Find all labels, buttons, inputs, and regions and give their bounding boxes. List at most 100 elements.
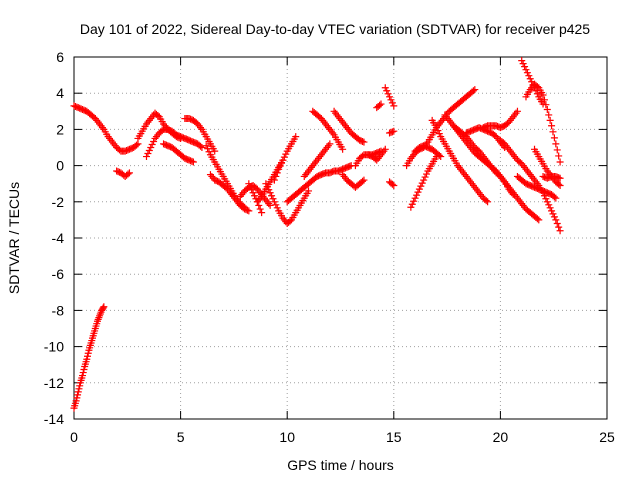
data-point: [377, 100, 385, 108]
data-points: [70, 57, 564, 412]
data-point-interp: [188, 157, 196, 165]
data-point: [411, 194, 419, 202]
data-point-interp: [273, 204, 281, 212]
axis-ticks: [73, 56, 608, 420]
y-tick-label: -6: [52, 266, 65, 282]
data-point-interp: [388, 128, 396, 136]
y-tick-label: 2: [56, 121, 64, 137]
data-point-interp: [523, 69, 531, 77]
data-point: [556, 158, 564, 166]
x-tick-label: 20: [493, 429, 509, 445]
data-point: [83, 355, 91, 363]
data-point-interp: [387, 96, 395, 104]
data-point-interp: [76, 382, 84, 390]
data-point-interp: [435, 151, 443, 159]
data-point: [100, 303, 108, 311]
data-point-interp: [124, 170, 132, 178]
data-point: [543, 198, 551, 206]
data-point: [390, 127, 398, 135]
data-point: [245, 207, 253, 215]
y-tick-label: -14: [44, 411, 64, 427]
data-point-interp: [273, 169, 281, 177]
data-point-interp: [248, 186, 256, 194]
data-point: [249, 189, 257, 197]
data-point-interp: [256, 205, 264, 213]
x-tick-label: 10: [279, 429, 295, 445]
data-point: [386, 93, 394, 101]
data-point: [262, 180, 270, 188]
data-point-interp: [542, 101, 550, 109]
data-point-interp: [414, 188, 422, 196]
y-tick-label: -8: [52, 302, 65, 318]
data-point: [420, 176, 428, 184]
data-point: [211, 147, 219, 155]
chart-title: Day 101 of 2022, Sidereal Day-to-day VTE…: [80, 21, 590, 37]
data-point: [292, 133, 300, 141]
data-point-interp: [74, 391, 82, 399]
x-tick-label: 5: [177, 429, 185, 445]
data-point: [258, 209, 266, 217]
data-point: [548, 207, 556, 215]
data-point-interp: [272, 172, 280, 180]
y-tick-labels: -14 -12 -10 -8 -6 -4 -2 0 2 4 6: [44, 49, 64, 427]
data-point: [415, 185, 423, 193]
data-point: [72, 397, 80, 405]
x-tick-label: 25: [599, 429, 615, 445]
data-point-interp: [422, 170, 430, 178]
data-point-interp: [196, 142, 204, 150]
data-point: [253, 198, 261, 206]
data-point: [360, 138, 368, 146]
y-tick-label: -10: [44, 339, 64, 355]
data-point-interp: [133, 141, 141, 149]
data-point: [556, 227, 564, 235]
data-point-interp: [276, 162, 284, 170]
data-point-interp: [272, 201, 280, 209]
data-point-interp: [280, 153, 288, 161]
data-point: [407, 203, 415, 211]
data-point-interp: [80, 366, 88, 374]
data-point-interp: [99, 304, 107, 312]
data-point-interp: [282, 150, 290, 158]
data-point-interp: [246, 183, 254, 191]
y-axis-title: SDTVAR / TECUs: [6, 182, 22, 294]
y-tick-label: -12: [44, 375, 64, 391]
data-point-interp: [533, 83, 541, 91]
data-point-interp: [346, 162, 354, 170]
data-point: [266, 201, 274, 209]
data-point: [125, 169, 133, 177]
plot-frame: [73, 56, 608, 420]
data-point: [552, 216, 560, 224]
data-point: [381, 84, 389, 92]
data-point: [198, 144, 206, 151]
data-point-interp: [421, 173, 429, 181]
data-point-interp: [144, 150, 152, 158]
data-point-interp: [469, 87, 477, 95]
data-point-interp: [546, 204, 554, 212]
grid-lines: [74, 57, 607, 419]
data-point: [270, 198, 278, 206]
data-point-interp: [418, 179, 426, 187]
data-point: [552, 194, 560, 202]
data-point: [526, 75, 534, 83]
data-point-interp: [268, 192, 276, 200]
data-point-interp: [553, 146, 561, 154]
data-point: [390, 182, 398, 190]
data-point: [390, 102, 398, 110]
data-point-interp: [205, 148, 213, 156]
data-point: [147, 144, 155, 151]
data-point-interp: [286, 217, 294, 225]
data-point-interp: [410, 197, 418, 205]
data-point-interp: [84, 352, 92, 360]
data-point: [548, 122, 556, 130]
data-point-interp: [255, 201, 263, 209]
x-axis-title: GPS time / hours: [287, 457, 394, 473]
data-point: [74, 388, 82, 396]
data-point: [518, 57, 526, 65]
data-point-interp: [550, 134, 558, 142]
data-point-interp: [408, 200, 416, 208]
y-tick-label: 6: [56, 49, 64, 65]
data-point-interp: [73, 394, 81, 402]
data-point-interp: [243, 206, 251, 214]
data-point-interp: [145, 147, 153, 155]
data-point-interp: [549, 210, 557, 218]
